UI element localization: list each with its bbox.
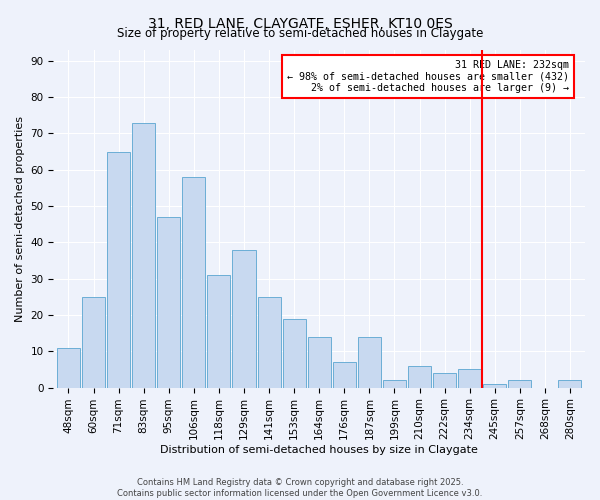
Bar	[358, 337, 381, 388]
Text: Contains HM Land Registry data © Crown copyright and database right 2025.
Contai: Contains HM Land Registry data © Crown c…	[118, 478, 482, 498]
Bar	[408, 366, 431, 388]
Bar	[559, 380, 581, 388]
Text: 31 RED LANE: 232sqm
← 98% of semi-detached houses are smaller (432)
2% of semi-d: 31 RED LANE: 232sqm ← 98% of semi-detach…	[287, 60, 569, 94]
Text: Size of property relative to semi-detached houses in Claygate: Size of property relative to semi-detach…	[117, 28, 483, 40]
Bar	[383, 380, 406, 388]
Bar	[232, 250, 256, 388]
Bar	[57, 348, 80, 388]
Y-axis label: Number of semi-detached properties: Number of semi-detached properties	[15, 116, 25, 322]
Bar	[458, 370, 481, 388]
Bar	[132, 122, 155, 388]
Bar	[283, 318, 305, 388]
Bar	[333, 362, 356, 388]
Bar	[82, 297, 105, 388]
Text: 31, RED LANE, CLAYGATE, ESHER, KT10 0ES: 31, RED LANE, CLAYGATE, ESHER, KT10 0ES	[148, 18, 452, 32]
Bar	[308, 337, 331, 388]
Bar	[257, 297, 281, 388]
Bar	[483, 384, 506, 388]
Bar	[508, 380, 532, 388]
Bar	[157, 217, 180, 388]
X-axis label: Distribution of semi-detached houses by size in Claygate: Distribution of semi-detached houses by …	[160, 445, 478, 455]
Bar	[433, 373, 456, 388]
Bar	[208, 275, 230, 388]
Bar	[182, 177, 205, 388]
Bar	[107, 152, 130, 388]
